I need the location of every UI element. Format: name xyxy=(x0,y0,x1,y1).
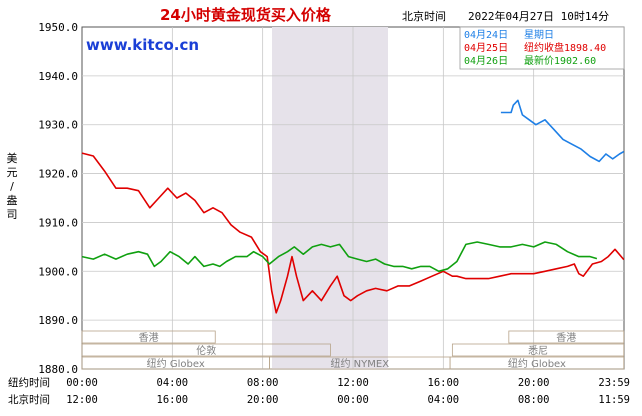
session-bar xyxy=(81,343,331,357)
session-label: 香港 xyxy=(139,332,159,344)
session-label: 香港 xyxy=(556,332,576,344)
session-label: 纽约 Globex xyxy=(147,357,205,370)
y-axis-label-char: / xyxy=(10,180,14,193)
y-tick-label: 1890.0 xyxy=(38,314,78,327)
legend-item-0425-date: 04月25日 xyxy=(464,42,508,54)
y-tick-label: 1940.0 xyxy=(38,70,78,83)
x-tick-label: 00:00 xyxy=(337,394,369,406)
x-tick-label: 12:00 xyxy=(337,377,369,389)
watermark-site: www.kitco.cn xyxy=(86,36,199,54)
chart-title: 24小时黄金现货买入价格 xyxy=(160,6,332,24)
header-timezone: 北京时间 xyxy=(402,9,446,23)
legend-item-0424-text: 星期日 xyxy=(524,29,554,41)
session-bar xyxy=(508,330,625,344)
x-tick-label: 16:00 xyxy=(428,377,460,389)
x-tick-label: 11:59 xyxy=(598,394,630,406)
legend-box xyxy=(459,26,625,70)
y-tick-label: 1950.0 xyxy=(38,21,78,34)
session-bar xyxy=(449,356,625,370)
nymex-shaded-band xyxy=(272,27,388,369)
x-tick-label: 04:00 xyxy=(428,394,460,406)
y-axis-label-char: 美 xyxy=(7,152,18,165)
y-axis-ticks: 1950.0 1940.0 1930.0 1920.0 1910.0 1900.0 1890… xyxy=(38,21,78,376)
session-label: 悉尼 xyxy=(528,345,548,357)
session-label: 纽约 NYMEX xyxy=(330,357,389,370)
y-axis-label-char: 司 xyxy=(7,208,18,221)
session-label: 纽约 Globex xyxy=(508,357,566,370)
x-tick-label: 04:00 xyxy=(157,377,189,389)
legend-item-0426-text: 最新价1902.60 xyxy=(524,54,596,67)
x-tick-label: 08:00 xyxy=(518,394,550,406)
series-line xyxy=(500,99,625,163)
y-tick-label: 1900.0 xyxy=(38,265,78,278)
series-line xyxy=(81,241,598,273)
legend-item-0426-date: 04月26日 xyxy=(464,55,508,67)
x-row-label: 纽约时间 xyxy=(8,376,50,389)
header-datetime: 2022年04月27日 10时14分 xyxy=(468,9,609,23)
session-bar xyxy=(81,330,216,344)
y-axis-label-char: 盎 xyxy=(7,193,18,207)
x-tick-label: 20:00 xyxy=(518,377,550,389)
legend-item-0424-date: 04月24日 xyxy=(464,29,508,41)
y-tick-label: 1880.0 xyxy=(38,363,78,376)
session-label: 伦敦 xyxy=(196,344,216,357)
x-tick-label: 00:00 xyxy=(66,377,98,389)
x-tick-label: 23:59 xyxy=(598,377,630,389)
series-line xyxy=(81,152,625,314)
x-tick-label: 16:00 xyxy=(157,394,189,406)
y-axis-label-char: 元 xyxy=(7,166,18,179)
gridlines xyxy=(82,27,624,369)
session-bar xyxy=(451,343,625,357)
y-tick-label: 1910.0 xyxy=(38,216,78,229)
x-tick-label: 08:00 xyxy=(247,377,279,389)
x-tick-label: 20:00 xyxy=(247,394,279,406)
legend-item-0425-text: 纽约收盘1898.40 xyxy=(524,41,606,54)
legend: 04月24日 星期日 04月25日 纽约收盘1898.40 04月26日 最新价… xyxy=(459,26,625,70)
x-tick-label: 12:00 xyxy=(66,394,98,406)
x-row-label: 北京时间 xyxy=(8,393,50,406)
x-axis: 纽约时间 00:00 04:00 08:00 12:00 16:00 20:00 23:59 北… xyxy=(8,376,630,406)
y-tick-label: 1930.0 xyxy=(38,119,78,132)
y-tick-label: 1920.0 xyxy=(38,168,78,181)
price-series xyxy=(81,99,625,314)
